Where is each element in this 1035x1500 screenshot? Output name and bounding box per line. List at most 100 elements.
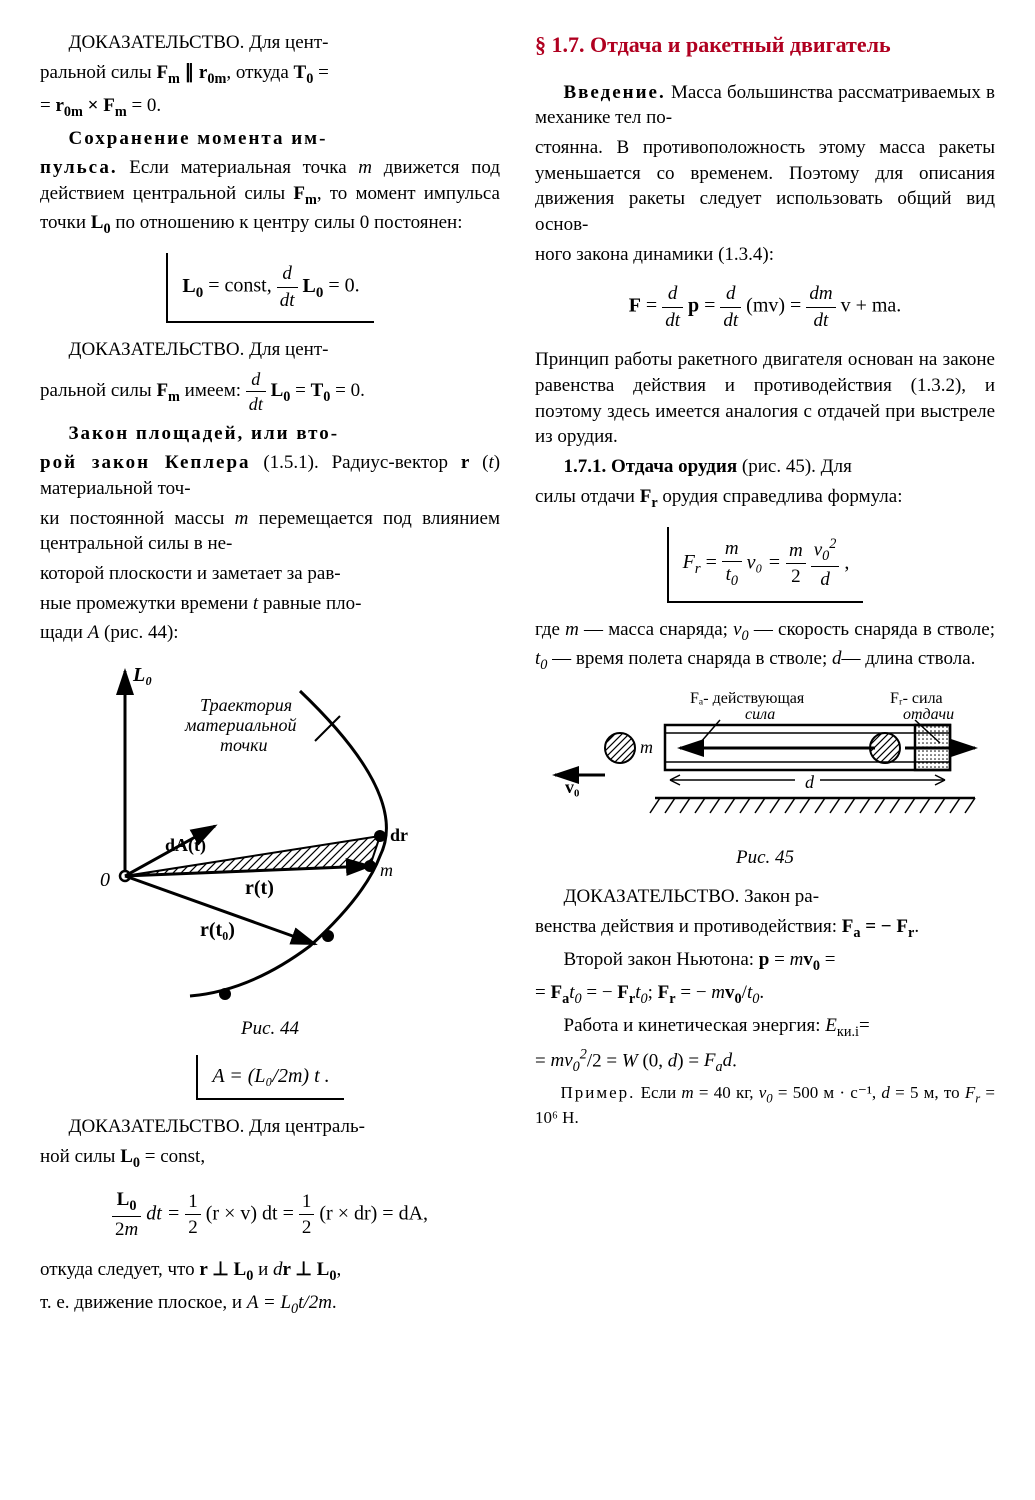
text: Принцип работы ракетного двигателя основ… xyxy=(535,349,995,447)
text: ДОКАЗАТЕЛЬСТВО. Закон ра- xyxy=(564,886,820,907)
para-proof-2b: ральной силы Fm имеем: ddt L0 = T0 = 0. xyxy=(40,367,500,417)
math: Fr xyxy=(617,982,635,1003)
para-proof-r1: ДОКАЗАТЕЛЬСТВО. Закон ра- xyxy=(535,884,995,910)
para-kepler-5: ные промежутки времени t равные пло- xyxy=(40,591,500,617)
two-column-layout: ДОКАЗАТЕЛЬСТВО. Для цент- ральной силы F… xyxy=(40,30,995,1323)
section-title: § 1.7. Отдача и ракетный двигатель xyxy=(535,30,995,60)
text: силы отдачи xyxy=(535,486,640,507)
fraction: m2 xyxy=(786,538,806,590)
text: Если материальная точка xyxy=(129,157,358,178)
figure-44: L₀ 0 Траектория материальной точки dA(t)… xyxy=(70,656,470,1006)
math: Fr xyxy=(965,1083,980,1102)
heading: пульса. xyxy=(40,157,118,178)
math: Fm xyxy=(293,183,316,204)
para-work: Работа и кинетическая энергия: Eки.і= xyxy=(535,1013,995,1042)
text: которой плоскости и заметает за рав- xyxy=(40,563,341,584)
text: материальной точ- xyxy=(40,478,191,499)
text: ки постоянной массы xyxy=(40,508,235,529)
text: по отношению к центру силы 0 постоянен: xyxy=(111,212,463,233)
math: m xyxy=(235,508,249,529)
text: = xyxy=(820,949,835,970)
para-example: Пример. Если m = 40 кг, v0 = 500 м · с⁻¹… xyxy=(535,1082,995,1131)
label-traj2: материальной xyxy=(184,715,296,735)
para-proof-2: ДОКАЗАТЕЛЬСТВО. Для цент- xyxy=(40,337,500,363)
text: dt = xyxy=(146,1203,185,1225)
math: L0 xyxy=(91,212,111,233)
text: = xyxy=(859,1015,870,1036)
para-conservation: Сохранение момента им- xyxy=(40,126,500,152)
text: т. е. движение плоское, и xyxy=(40,1292,247,1313)
text: где xyxy=(535,619,565,640)
text: — масса снаряда; xyxy=(579,619,733,640)
text: = xyxy=(699,295,720,317)
text: — время полета снаряда в стволе; xyxy=(547,648,832,669)
para-principle: Принцип работы ракетного двигателя основ… xyxy=(535,347,995,450)
text: = 500 м · с⁻¹, xyxy=(773,1083,882,1102)
heading: Введение. xyxy=(564,82,666,103)
text: = 40 кг, xyxy=(694,1083,759,1102)
para-intro: Введение. Масса большинства рассматривае… xyxy=(535,80,995,131)
fraction: L02m xyxy=(112,1187,141,1243)
para-final: откуда следует, что r ⊥ L0 и dr ⊥ L0, xyxy=(40,1257,500,1286)
text: = 5 м, то xyxy=(890,1083,965,1102)
text: = const, xyxy=(203,275,277,297)
heading: рой закон Кеплера xyxy=(40,452,251,473)
text: . xyxy=(759,982,764,1003)
math: d xyxy=(668,1050,678,1071)
math: r ⊥ L0 xyxy=(282,1259,336,1280)
math: L0 xyxy=(182,275,203,297)
text: (рис. 44): xyxy=(99,622,178,643)
math: v0 xyxy=(803,949,820,970)
para-intro-3: ного закона динамики (1.3.4): xyxy=(535,242,995,268)
para-final-2: т. е. движение плоское, и A = L0t/2m. xyxy=(40,1290,500,1319)
fraction: ddt xyxy=(246,367,266,417)
text: = const, xyxy=(140,1146,205,1167)
text: Работа и кинетическая энергия: xyxy=(564,1015,826,1036)
math: L0 xyxy=(298,275,324,297)
formula-Fr: Fr = mt0 v₀ = m2 v02d , xyxy=(667,527,864,603)
math: T0 xyxy=(311,380,331,401)
fraction: dmdt xyxy=(806,281,835,333)
text: — скорость снаряда в стволе; xyxy=(749,619,995,640)
figure-44-caption: Рис. 44 xyxy=(40,1016,500,1042)
text: Второй закон Ньютона: xyxy=(564,949,759,970)
para-proof-1b: ральной силы Fm ∥ r0m, откуда T0 = xyxy=(40,60,500,89)
math: mv02 xyxy=(550,1050,586,1071)
formula-dA: L02m dt = 12 (r × v) dt = 12 (r × dr) = … xyxy=(40,1187,500,1243)
heading: Закон площадей, или вто- xyxy=(69,423,340,444)
text: ДОКАЗАТЕЛЬСТВО. Для цент- xyxy=(69,339,329,360)
para-kepler-4: которой плоскости и заметает за рав- xyxy=(40,561,500,587)
text: , xyxy=(839,551,849,573)
para-proof-3: ДОКАЗАТЕЛЬСТВО. Для централь- xyxy=(40,1114,500,1140)
math: A xyxy=(88,622,100,643)
text: ральной силы xyxy=(40,62,156,83)
math: p xyxy=(688,295,699,317)
math: L0 xyxy=(271,380,291,401)
math: m xyxy=(790,949,804,970)
math: W xyxy=(622,1050,638,1071)
math: r xyxy=(461,452,469,473)
math: Fr xyxy=(658,982,676,1003)
math: t xyxy=(488,452,493,473)
para-proof-1: ДОКАЗАТЕЛЬСТВО. Для цент- xyxy=(40,30,500,56)
math: Fm ∥ r0m xyxy=(156,62,226,83)
math: t0 xyxy=(635,982,647,1003)
math: F xyxy=(629,295,641,317)
text: орудия справедлива формула: xyxy=(658,486,903,507)
formula-L0-const: L0 = const, ddt L0 = 0. xyxy=(166,253,373,323)
math: r0m × Fm xyxy=(55,95,126,116)
text: ральной силы xyxy=(40,380,156,401)
text: равные пло- xyxy=(258,593,361,614)
math: p xyxy=(759,949,770,970)
para-proof-3b: ной силы L0 = const, xyxy=(40,1144,500,1173)
math: Fad xyxy=(704,1050,732,1071)
text: (r × dr) = dA, xyxy=(319,1203,428,1225)
math: v0 xyxy=(725,982,742,1003)
text: , xyxy=(336,1259,341,1280)
text: = xyxy=(684,1050,704,1071)
label-L0: L₀ xyxy=(132,664,152,686)
label-O: 0 xyxy=(100,869,110,891)
math: Fr xyxy=(683,551,701,573)
math: m xyxy=(565,619,579,640)
text: A = (L₀/2m) t . xyxy=(212,1065,329,1087)
